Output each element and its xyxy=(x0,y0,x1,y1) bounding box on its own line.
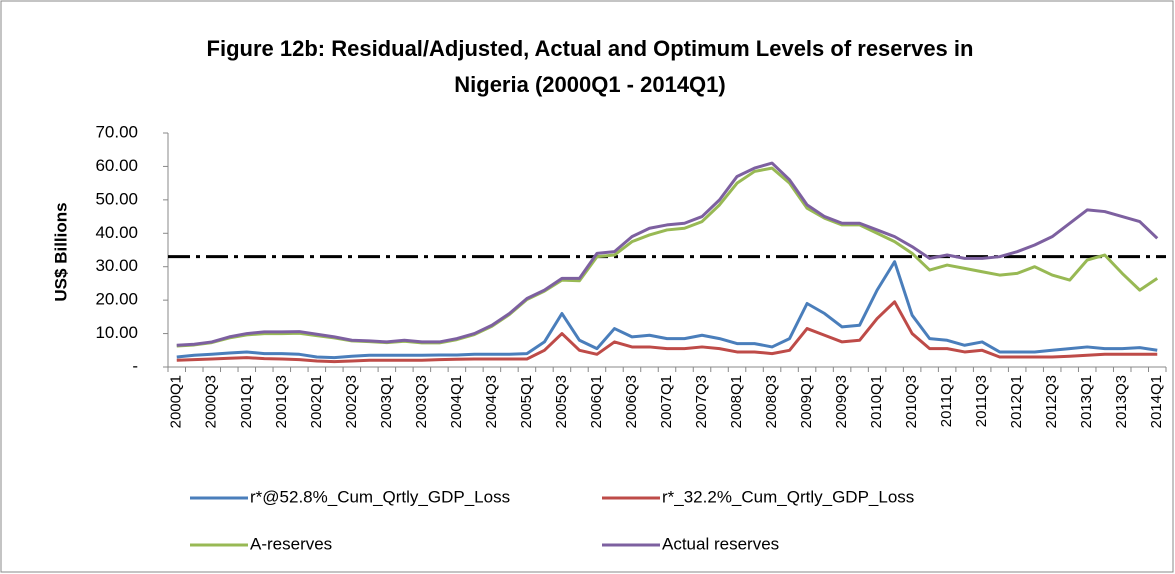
x-tick-label: 2002Q1 xyxy=(308,375,325,428)
series-line xyxy=(176,300,1158,364)
x-tick-label: 2009Q1 xyxy=(798,375,815,428)
x-tick-label: 2006Q1 xyxy=(588,375,605,428)
y-tick-label: 10.00 xyxy=(95,323,138,342)
x-tick-label: 2008Q1 xyxy=(728,375,745,428)
x-tick-label: 2003Q1 xyxy=(378,375,395,428)
x-tick-label: 2010Q3 xyxy=(903,375,920,428)
x-tick-label: 2005Q1 xyxy=(518,375,535,428)
x-tick-label: 2003Q3 xyxy=(413,375,430,428)
x-tick-label: 2000Q3 xyxy=(203,375,220,428)
series-line xyxy=(176,161,1159,347)
x-tick-label: 2010Q1 xyxy=(868,375,885,428)
y-axis-title: US$ Billions xyxy=(51,202,70,301)
legend-label: r*_32.2%_Cum_Qrtly_GDP_Loss xyxy=(662,487,914,506)
y-tick-label: 30.00 xyxy=(95,256,138,275)
series-line xyxy=(176,260,1158,360)
chart-title: Nigeria (2000Q1 - 2014Q1) xyxy=(454,72,725,97)
y-tick-label: 50.00 xyxy=(95,189,138,208)
chart-title: Figure 12b: Residual/Adjusted, Actual an… xyxy=(207,36,974,61)
legend-label: Actual reserves xyxy=(662,534,779,553)
y-tick-label: 20.00 xyxy=(95,290,138,309)
x-tick-label: 2011Q3 xyxy=(973,375,990,427)
x-tick-label: 2004Q3 xyxy=(483,375,500,428)
y-tick-label: 40.00 xyxy=(95,223,138,242)
x-tick-label: 2001Q1 xyxy=(238,375,255,428)
x-tick-label: 2008Q3 xyxy=(763,375,780,428)
x-tick-label: 2013Q3 xyxy=(1113,375,1130,428)
x-tick-label: 2014Q1 xyxy=(1148,375,1165,428)
y-tick-label: - xyxy=(132,356,138,375)
x-tick-label: 2012Q1 xyxy=(1008,375,1025,428)
x-tick-label: 2007Q1 xyxy=(658,375,675,428)
x-tick-label: 2001Q3 xyxy=(273,375,290,428)
x-tick-label: 2002Q3 xyxy=(343,375,360,428)
x-tick-label: 2012Q3 xyxy=(1043,375,1060,428)
legend-label: r*@52.8%_Cum_Qrtly_GDP_Loss xyxy=(250,487,510,506)
x-tick-label: 2013Q1 xyxy=(1078,375,1095,428)
legend-label: A-reserves xyxy=(250,534,332,553)
x-tick-label: 2004Q1 xyxy=(448,375,465,428)
x-tick-label: 2005Q3 xyxy=(553,375,570,428)
x-tick-label: 2011Q1 xyxy=(938,375,955,427)
y-tick-label: 70.00 xyxy=(95,122,138,141)
x-tick-label: 2007Q3 xyxy=(693,375,710,428)
x-tick-label: 2009Q3 xyxy=(833,375,850,428)
y-tick-label: 60.00 xyxy=(95,156,138,175)
x-tick-label: 2006Q3 xyxy=(623,375,640,428)
x-tick-label: 2000Q1 xyxy=(168,375,185,428)
